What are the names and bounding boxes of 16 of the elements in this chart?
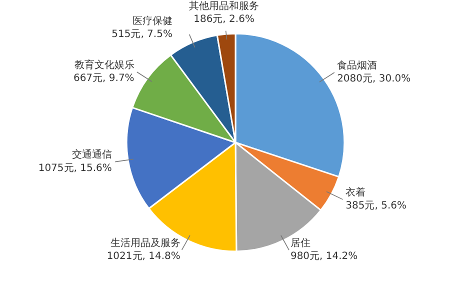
slice-label: 医疗保健	[132, 14, 172, 27]
data-label: 2080元, 30.0%	[337, 74, 411, 85]
data-label: 385元, 5.6%	[346, 200, 407, 212]
slice-label: 居住	[290, 238, 310, 249]
slice-label: 衣着	[346, 186, 366, 198]
slice-label: 教育文化娱乐	[74, 58, 134, 71]
slice-label: 生活用品及服务	[110, 236, 180, 249]
data-label: 980元, 14.2%	[290, 251, 358, 262]
slice-label: 交通通信	[72, 148, 112, 161]
slice-label: 食品烟酒	[337, 59, 378, 72]
data-label: 667元, 9.7%	[73, 73, 134, 84]
data-label: 1021元, 14.8%	[106, 251, 180, 262]
slice-label: 其他用品和服务	[189, 0, 260, 12]
data-label: 186元, 2.6%	[194, 14, 254, 26]
data-label: 1075元, 15.6%	[38, 162, 112, 174]
data-label: 515元, 7.5%	[112, 29, 172, 40]
